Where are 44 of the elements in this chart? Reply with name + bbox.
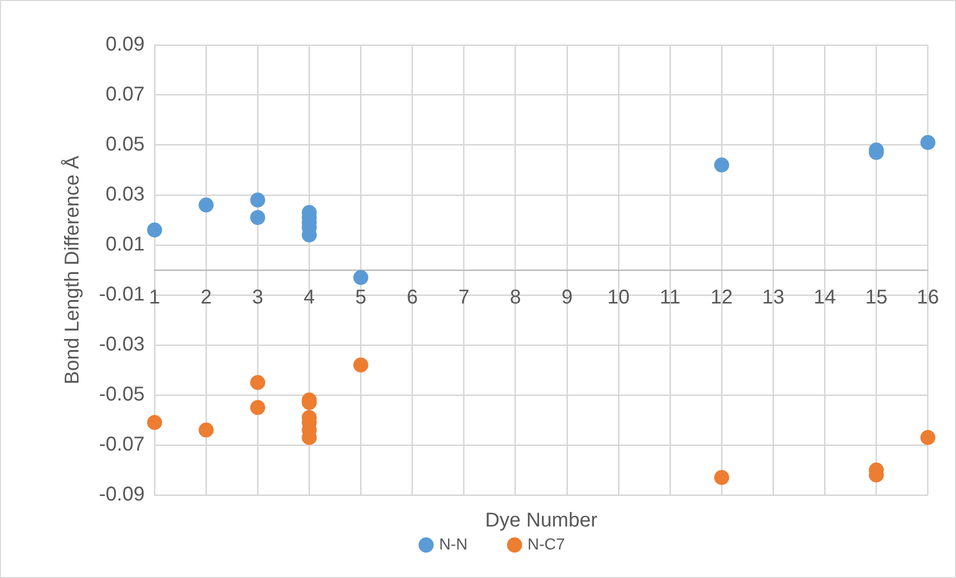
y-tick-label: -0.07 [98,434,145,456]
point [198,198,214,212]
y-tick-label: -0.05 [98,384,145,406]
x-tick-label: 16 [916,286,939,309]
y-tick-label: 0.03 [106,184,145,206]
x-tick-label: 4 [304,286,315,309]
point [147,415,162,430]
point [353,270,368,285]
legend-label: N-N [439,536,468,554]
point [250,375,266,390]
point [920,135,936,150]
x-tick-label: 13 [762,286,784,309]
x-tick-label: 15 [865,286,888,309]
point [353,358,368,372]
y-tick-label: 0.09 [106,34,145,56]
point [147,222,162,238]
x-tick-label: 1 [149,286,160,309]
x-tick-label: 9 [561,286,573,309]
x-tick-label: 6 [406,286,418,309]
y-tick-label: 0.01 [106,234,145,256]
point [250,210,266,225]
x-tick-label: 2 [200,286,212,309]
point [714,158,730,172]
x-tick-label: 11 [660,286,680,309]
y-tick-label: -0.09 [98,484,145,506]
x-tick-label: 10 [607,286,630,309]
point [920,430,936,445]
x-tick-label: 7 [458,286,470,309]
x-tick-label: 5 [355,286,366,309]
y-tick-label: -0.03 [98,334,145,356]
y-tick-label: -0.01 [98,284,145,306]
point [714,470,730,485]
x-tick-label: 8 [510,286,522,309]
legend-label: N-C7 [528,536,565,554]
x-axis-title: Dye Number [485,510,598,532]
point [250,400,266,415]
point [250,192,266,208]
y-tick-label: 0.05 [106,134,145,156]
x-tick-label: 12 [710,286,733,309]
y-tick-label: 0.07 [106,84,145,106]
y-axis-title: Bond Length Difference Å [60,155,84,384]
x-tick-label: 14 [814,286,836,309]
x-tick-label: 3 [252,286,264,309]
point [198,422,214,438]
